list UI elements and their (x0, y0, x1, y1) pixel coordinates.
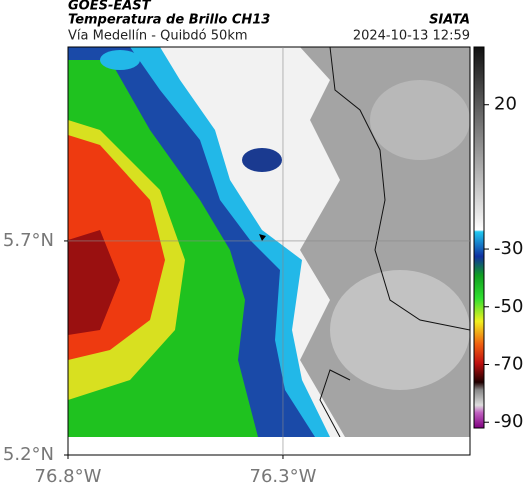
colorbar (473, 46, 485, 429)
satellite: GOES-EAST (68, 0, 152, 14)
colorbar-tick-label: -90 (494, 411, 523, 432)
y-tick-label: 5.7°N (3, 230, 54, 251)
timestamp: 2024-10-13 12:59 (353, 29, 470, 44)
route: Vía Medellín - Quibdó 50km (68, 29, 248, 44)
colorbar-tick-label: 20 (494, 94, 517, 115)
x-tick-label: 76.8°W (35, 466, 102, 487)
source: SIATA (429, 13, 470, 28)
colorbar-tick-label: -70 (494, 354, 523, 375)
satellite-image (68, 47, 470, 437)
y-tick-label: 5.2°N (3, 444, 54, 465)
product: Temperatura de Brillo CH13 (68, 13, 270, 28)
colorbar-tick-label: -50 (494, 296, 523, 317)
colorbar-tick-label: -30 (494, 238, 523, 259)
x-tick-label: 76.3°W (250, 466, 317, 487)
map-frame (67, 46, 471, 456)
